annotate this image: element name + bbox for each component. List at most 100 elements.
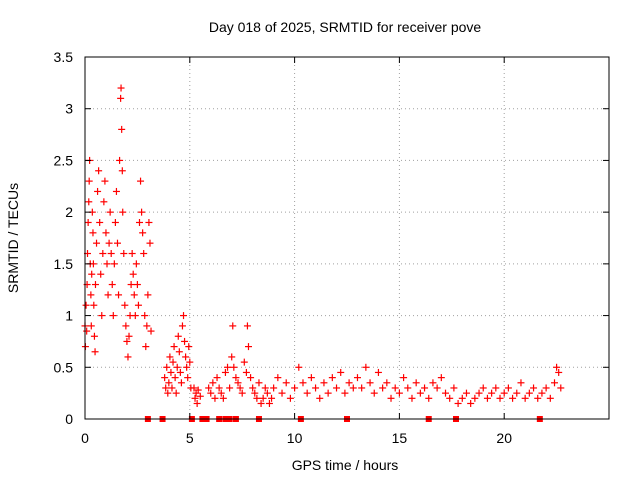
data-point (492, 384, 500, 392)
data-point (425, 394, 433, 402)
data-point (131, 312, 139, 320)
data-point (553, 363, 561, 371)
data-point (171, 374, 179, 382)
data-point (215, 384, 223, 392)
x-axis-label: GPS time / hours (292, 457, 399, 473)
data-point (213, 374, 221, 382)
data-point (458, 394, 466, 402)
data-point (312, 384, 320, 392)
data-point (142, 343, 150, 351)
data-point (429, 379, 437, 387)
data-point (162, 384, 170, 392)
data-point (111, 218, 119, 226)
data-point (89, 229, 97, 237)
data-point (509, 394, 517, 402)
data-point (328, 374, 336, 382)
data-point (261, 384, 269, 392)
data-point (337, 368, 345, 376)
data-point (141, 312, 149, 320)
data-point (85, 177, 93, 185)
data-point (82, 301, 90, 309)
y-tick-label: 2 (65, 204, 73, 220)
y-axis-ticks: 0 0.5 1 1.5 2 2.5 3 3.5 (54, 49, 609, 427)
data-point (91, 281, 99, 289)
data-point (84, 218, 92, 226)
data-point (174, 332, 182, 340)
data-point (169, 358, 177, 366)
data-point (167, 368, 175, 376)
data-point (542, 384, 550, 392)
y-tick-label: 3 (65, 101, 73, 117)
data-point (450, 384, 458, 392)
data-point (88, 270, 96, 278)
data-point (118, 125, 126, 133)
data-point (90, 332, 98, 340)
data-point (433, 384, 441, 392)
data-point (172, 389, 180, 397)
data-point (408, 394, 416, 402)
data-point (555, 368, 563, 376)
data-point (191, 394, 199, 402)
data-point (412, 379, 420, 387)
data-point (176, 368, 184, 376)
data-point (116, 156, 124, 164)
data-point (177, 379, 185, 387)
data-point (180, 312, 188, 320)
data-point (286, 394, 294, 402)
data-point (243, 322, 251, 330)
data-point (234, 379, 242, 387)
data-point (194, 386, 202, 394)
data-point (181, 337, 189, 345)
data-point (117, 84, 125, 92)
data-point (108, 281, 116, 289)
data-point (229, 322, 237, 330)
data-point (257, 399, 265, 407)
data-point (349, 384, 357, 392)
data-point (546, 394, 554, 402)
data-point (217, 389, 225, 397)
data-point (100, 198, 108, 206)
data-point (146, 239, 154, 247)
data-point (255, 379, 263, 387)
y-tick-label: 0 (65, 411, 73, 427)
data-point (103, 260, 111, 268)
data-point (95, 167, 103, 175)
data-point (341, 389, 349, 397)
data-point (236, 384, 244, 392)
data-point (278, 389, 286, 397)
data-point (291, 384, 299, 392)
data-point (421, 384, 429, 392)
data-point (345, 379, 353, 387)
data-point (115, 291, 123, 299)
y-tick-label: 1 (65, 308, 73, 324)
data-point (118, 167, 126, 175)
x-axis-ticks: 0 5 10 15 20 (81, 57, 512, 446)
x-tick-label: 0 (81, 430, 89, 446)
data-point (362, 363, 370, 371)
data-point (333, 384, 341, 392)
data-point (117, 94, 125, 102)
data-point (557, 384, 565, 392)
data-point (244, 343, 252, 351)
data-point (324, 389, 332, 397)
data-point (232, 374, 240, 382)
data-point (500, 389, 508, 397)
data-point (454, 399, 462, 407)
data-point (228, 353, 236, 361)
data-point (98, 312, 106, 320)
data-point (109, 312, 117, 320)
data-point (87, 291, 95, 299)
data-point (400, 374, 408, 382)
data-point (370, 389, 378, 397)
data-point (93, 239, 101, 247)
data-point (110, 260, 118, 268)
data-point (143, 322, 151, 330)
data-point (446, 394, 454, 402)
data-point (105, 239, 113, 247)
data-point (129, 270, 137, 278)
data-point (168, 384, 176, 392)
data-point (504, 384, 512, 392)
data-point (462, 389, 470, 397)
data-point (165, 379, 173, 387)
